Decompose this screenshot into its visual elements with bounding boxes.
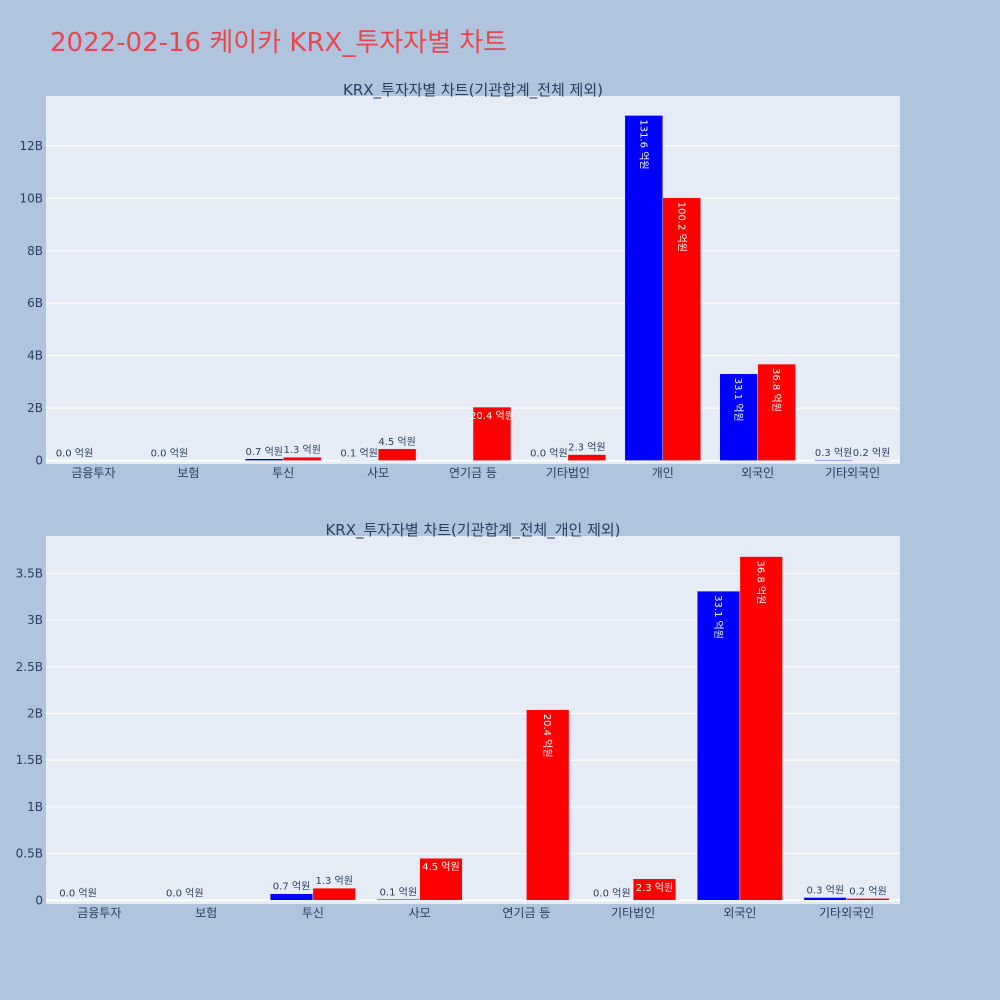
y-tick-label: 2B [27,706,43,720]
y-tick-label: 0.5B [16,847,43,861]
bar [846,898,890,901]
x-tick-label: 사모 [409,906,431,920]
bar [719,373,758,461]
y-tick-label: 10B [19,191,43,205]
x-tick-label: 기타외국인 [819,906,874,920]
data-label: 20.4 억원 [541,714,553,758]
bar [662,197,701,461]
bar [526,709,570,901]
data-label: 0.2 억원 [853,447,890,459]
y-tick-label: 4B [27,349,43,363]
x-tick-label: 기타외국인 [825,466,880,480]
bar [245,458,284,461]
bar [803,897,847,901]
bar [814,459,853,461]
bar [739,556,783,901]
bar [312,887,356,901]
x-tick-label: 외국인 [723,906,756,920]
data-label: 0.0 억원 [593,887,630,899]
x-tick-label: 기타법인 [546,466,590,480]
x-tick-label: 기타법인 [611,906,655,920]
x-tick-label: 금융투자 [71,466,115,480]
x-tick-label: 보험 [195,906,217,920]
page-title: 2022-02-16 케이카 KRX_투자자별 차트 [50,28,508,58]
x-tick-label: 연기금 등 [502,906,550,920]
y-tick-label: 0 [35,893,43,907]
data-label: 33.1 억원 [712,595,724,639]
data-label: 0.2 억원 [849,885,886,897]
x-tick-label: 투신 [272,466,294,480]
y-tick-label: 3.5B [16,566,43,580]
data-label: 4.5 억원 [422,861,459,873]
x-tick-label: 투신 [302,906,324,920]
y-tick-label: 1.5B [16,753,43,767]
chart-title: KRX_투자자별 차트(기관합계_전체 제외) [343,81,603,100]
data-label: 0.7 억원 [246,446,283,458]
data-label: 0.0 억원 [530,448,567,460]
bar [472,406,512,461]
data-label: 0.0 억원 [166,887,203,899]
data-label: 0.0 억원 [151,448,188,460]
data-label: 100.2 억원 [675,202,687,252]
x-tick-label: 금융투자 [77,906,121,920]
y-tick-label: 12B [19,139,43,153]
bar [567,454,607,461]
bar [624,115,664,461]
data-label: 36.8 억원 [755,561,767,605]
y-tick-label: 2.5B [16,660,43,674]
y-tick-label: 3B [27,613,43,627]
chart-2: 0 0.5B 1B 1.5B 2B 2.5B 3B 3.5B KRX_투자자별 차트(기관합계_… [16,521,900,920]
data-label: 2.3 억원 [568,442,605,454]
data-label: 20.4 억원 [470,410,514,422]
y-tick-label: 2B [27,401,43,415]
data-label: 2.3 억원 [636,882,673,894]
data-label: 0.7 억원 [273,881,310,893]
data-label: 0.3 억원 [807,884,844,896]
chart-1: 0 2B 4B 6B 8B 10B 12B KRX_투자자별 차트(기관합계_전체 제외) 금융… [19,81,900,480]
data-label: 0.1 억원 [380,886,417,898]
data-label: 0.0 억원 [56,448,93,460]
x-tick-label: 사모 [367,466,389,480]
bar [282,456,322,461]
y-tick-label: 0 [35,454,43,468]
data-label: 0.3 억원 [815,447,852,459]
chart-title: KRX_투자자별 차트(기관합계_전체_개인 제외) [325,521,620,540]
data-label: 0.0 억원 [59,887,96,899]
x-tick-label: 보험 [177,466,199,480]
bar [377,448,417,461]
data-label: 36.8 억원 [770,368,782,412]
y-tick-label: 8B [27,244,43,258]
y-tick-label: 1B [27,800,43,814]
data-label: 1.3 억원 [283,444,320,456]
data-label: 0.1 억원 [340,447,377,459]
data-label: 131.6 억원 [637,119,649,169]
bar [852,459,891,461]
x-tick-label: 외국인 [741,466,774,480]
data-label: 4.5 억원 [378,436,415,448]
bar [632,878,677,901]
x-tick-label: 연기금 등 [449,466,497,480]
x-tick-label: 개인 [652,466,674,480]
bar [269,893,314,901]
bar [757,363,796,461]
data-label: 33.1 억원 [732,378,744,422]
bar [376,899,420,901]
bar [419,857,463,901]
bar [696,590,741,901]
data-label: 1.3 억원 [315,875,352,887]
y-tick-label: 6B [27,296,43,310]
